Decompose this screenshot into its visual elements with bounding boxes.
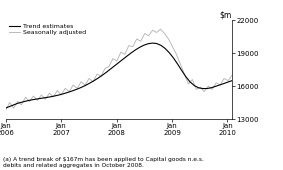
- Legend: Trend estimates, Seasonally adjusted: Trend estimates, Seasonally adjusted: [9, 23, 86, 35]
- Text: $m: $m: [220, 10, 232, 19]
- Text: (a) A trend break of $167m has been applied to Capital goods n.e.s.
debits and r: (a) A trend break of $167m has been appl…: [3, 157, 204, 168]
